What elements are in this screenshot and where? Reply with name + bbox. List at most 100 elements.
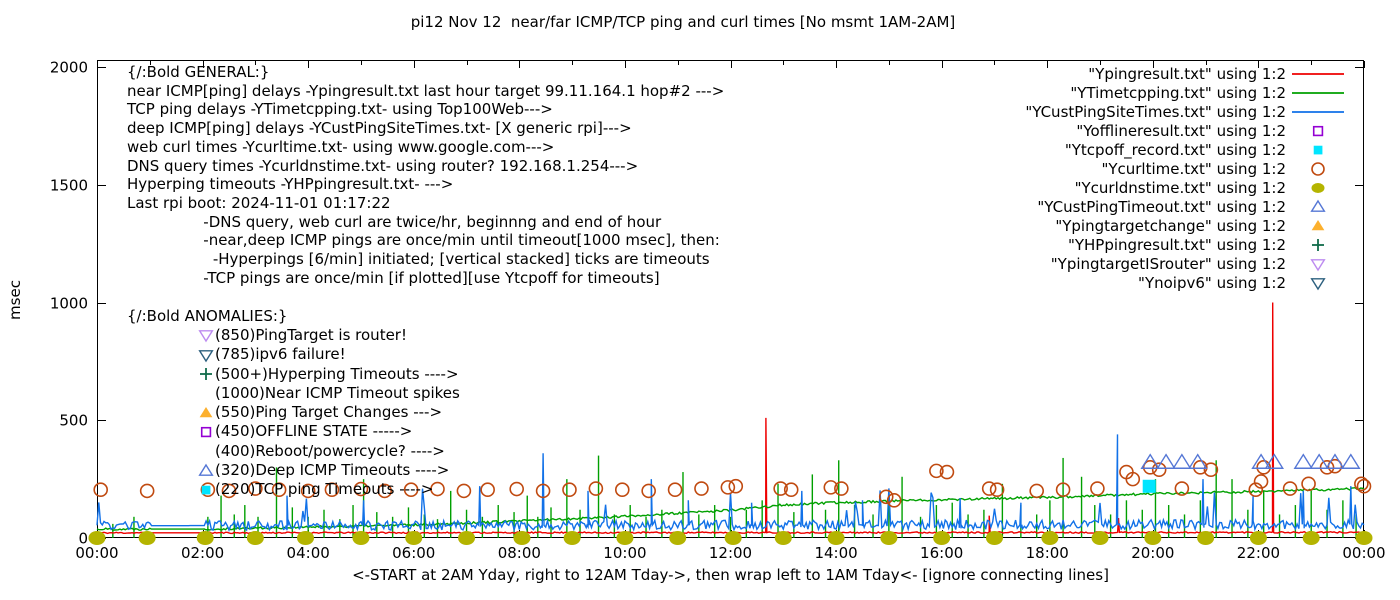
- legend-row: "YCustPingSiteTimes.txt" using 1:2: [988, 102, 1350, 121]
- x-tick-label: 10:00: [603, 544, 646, 562]
- series-Ytcpoff_record.txt: [1142, 479, 1156, 493]
- x-axis-label: <-START at 2AM Yday, right to 12AM Tday-…: [352, 566, 1109, 584]
- x-tick-label: 06:00: [392, 544, 435, 562]
- legend-marker-line-icon: [1286, 104, 1350, 120]
- anomaly-line: (220)TCP ping Timeouts ---->: [127, 480, 460, 499]
- anomaly-marker-square-open-icon: [198, 423, 215, 440]
- anomaly-line: (320)Deep ICMP Timeouts ---->: [127, 460, 460, 479]
- anomaly-text: (785)ipv6 failure!: [215, 345, 346, 364]
- y-tick-label: 0: [78, 530, 88, 548]
- legend-marker-triangle-up-filled-icon: [1286, 218, 1350, 234]
- anomaly-text: (320)Deep ICMP Timeouts ---->: [215, 461, 450, 480]
- general-line: near ICMP[ping] delays -Ypingresult.txt …: [127, 81, 725, 100]
- legend-row: "YTimetcpping.txt" using 1:2: [988, 83, 1350, 102]
- legend-row: "YCustPingTimeout.txt" using 1:2: [988, 197, 1350, 216]
- x-tick-label: 18:00: [1026, 544, 1069, 562]
- x-tick-label: 14:00: [814, 544, 857, 562]
- anomalies-title: {/:Bold ANOMALIES:}: [127, 306, 288, 325]
- x-tick-label: 16:00: [920, 544, 963, 562]
- x-tick-label: 02:00: [181, 544, 224, 562]
- series-YCustPingSiteTimes.txt: [96, 434, 1365, 533]
- general-line: {/:Bold GENERAL:}: [127, 63, 270, 81]
- anomaly-line: (400)Reboot/powercycle? ---->: [127, 441, 460, 460]
- y-tick-label: 2000: [50, 59, 88, 77]
- legend-label: "Yofflineresult.txt" using 1:2: [1076, 121, 1286, 140]
- anomaly-marker-triangle-down-open-icon: [198, 346, 215, 363]
- legend: "Ypingresult.txt" using 1:2 "YTimetcpping…: [988, 64, 1350, 292]
- anomaly-line: (550)Ping Target Changes --->: [127, 402, 460, 421]
- x-tick-label: 22:00: [1237, 544, 1280, 562]
- legend-marker-triangle-up-open-icon: [1286, 199, 1350, 215]
- legend-label: "YCustPingSiteTimes.txt" using 1:2: [1025, 102, 1286, 121]
- anomaly-text: (500+)Hyperping Timeouts ---->: [215, 364, 459, 383]
- legend-row: "Ycurldnstime.txt" using 1:2: [988, 178, 1350, 197]
- legend-marker-circle-open-icon: [1286, 161, 1350, 177]
- legend-label: "Ycurltime.txt" using 1:2: [1101, 159, 1286, 178]
- x-tick-label: 08:00: [498, 544, 541, 562]
- legend-label: "YTimetcpping.txt" using 1:2: [1070, 83, 1286, 102]
- legend-row: "Ynoipv6" using 1:2: [988, 273, 1350, 292]
- legend-row: "Ycurltime.txt" using 1:2: [988, 159, 1350, 178]
- general-line: Hyperping timeouts -YHPpingresult.txt- -…: [127, 175, 454, 194]
- general-line: -near,deep ICMP pings are once/min until…: [127, 231, 720, 250]
- x-tick-label: 00:00: [1342, 544, 1385, 562]
- legend-marker-circle-filled-icon: [1286, 180, 1350, 196]
- legend-label: "Ypingresult.txt" using 1:2: [1088, 64, 1286, 83]
- series-Ycurldnstime.txt: [88, 531, 1373, 545]
- chart-title: pi12 Nov 12 near/far ICMP/TCP ping and c…: [410, 13, 956, 31]
- legend-row: "Yofflineresult.txt" using 1:2: [988, 121, 1350, 140]
- legend-marker-plus-icon: [1286, 237, 1350, 253]
- anomaly-text: (400)Reboot/powercycle? ---->: [215, 441, 445, 460]
- legend-label: "YpingtargetISrouter" using 1:2: [1050, 254, 1286, 273]
- general-line: web curl times -Ycurltime.txt- using www…: [127, 137, 555, 156]
- legend-marker-square-open-icon: [1286, 123, 1350, 139]
- anomaly-text: (450)OFFLINE STATE ----->: [215, 422, 413, 441]
- legend-row: "YHPpingresult.txt" using 1:2: [988, 235, 1350, 254]
- legend-label: "Ypingtargetchange" using 1:2: [1055, 216, 1286, 235]
- anomaly-marker-triangle-up-open-icon: [198, 462, 215, 479]
- y-tick-label: 1500: [50, 177, 88, 195]
- anomaly-text: (220)TCP ping Timeouts ---->: [215, 480, 434, 499]
- anomaly-text: (1000)Near ICMP Timeout spikes: [215, 383, 460, 402]
- legend-label: "YCustPingTimeout.txt" using 1:2: [1037, 197, 1286, 216]
- legend-marker-triangle-down-open-icon: [1286, 275, 1350, 291]
- anomaly-text: (850)PingTarget is router!: [215, 325, 407, 344]
- series-YCustPingTimeout.txt: [1140, 453, 1361, 469]
- anomaly-line: (850)PingTarget is router!: [127, 325, 460, 344]
- anomaly-line: (1000)Near ICMP Timeout spikes: [127, 383, 460, 402]
- general-annotation: {/:Bold GENERAL:} near ICMP[ping] delays …: [127, 63, 724, 287]
- legend-label: "Ynoipv6" using 1:2: [1138, 273, 1286, 292]
- legend-label: "Ycurldnstime.txt" using 1:2: [1074, 178, 1286, 197]
- general-line: -TCP pings are once/min [if plotted][use…: [127, 268, 660, 287]
- legend-marker-line-icon: [1286, 85, 1350, 101]
- x-tick-label: 20:00: [1131, 544, 1174, 562]
- anomaly-line: (450)OFFLINE STATE ----->: [127, 422, 460, 441]
- general-line: Last rpi boot: 2024-11-01 01:17:22: [127, 193, 391, 212]
- series-Ycurltime.txt: [93, 458, 1372, 508]
- legend-marker-square-filled-icon: [1286, 142, 1350, 158]
- anomalies-annotation: {/:Bold ANOMALIES:} (850)PingTarget is ro…: [127, 306, 460, 499]
- legend-row: "Ytcpoff_record.txt" using 1:2: [988, 140, 1350, 159]
- legend-row: "YpingtargetISrouter" using 1:2: [988, 254, 1350, 273]
- anomaly-marker-triangle-up-filled-icon: [198, 404, 215, 421]
- x-tick-label: 12:00: [709, 544, 752, 562]
- anomaly-text: (550)Ping Target Changes --->: [215, 403, 443, 422]
- general-line: -Hyperpings [6/min] initiated; [vertical…: [127, 250, 710, 269]
- legend-marker-line-icon: [1286, 66, 1350, 82]
- y-tick-label: 500: [59, 412, 88, 430]
- legend-marker-triangle-down-open-icon: [1286, 256, 1350, 272]
- x-tick-label: 04:00: [287, 544, 330, 562]
- legend-row: "Ypingresult.txt" using 1:2: [988, 64, 1350, 83]
- anomaly-line: (500+)Hyperping Timeouts ---->: [127, 364, 460, 383]
- anomaly-marker-triangle-down-open-icon: [198, 326, 215, 343]
- general-line: TCP ping delays -YTimetcpping.txt- using…: [127, 100, 553, 119]
- x-tick-label: 00:00: [75, 544, 118, 562]
- legend-row: "Ypingtargetchange" using 1:2: [988, 216, 1350, 235]
- legend-label: "YHPpingresult.txt" using 1:2: [1067, 235, 1286, 254]
- legend-label: "Ytcpoff_record.txt" using 1:2: [1064, 140, 1286, 159]
- anomaly-line: (785)ipv6 failure!: [127, 345, 460, 364]
- y-tick-label: 1000: [50, 295, 88, 313]
- anomaly-marker-square-filled-icon: [198, 481, 215, 498]
